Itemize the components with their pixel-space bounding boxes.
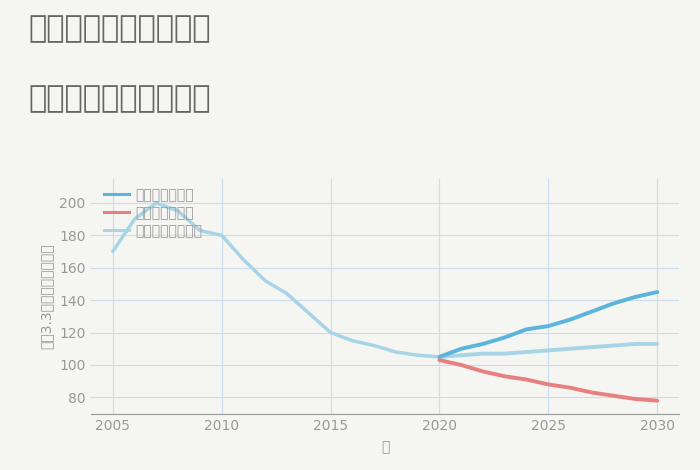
Legend: グッドシナリオ, バッドシナリオ, ノーマルシナリオ: グッドシナリオ, バッドシナリオ, ノーマルシナリオ — [104, 188, 203, 238]
Y-axis label: 平（3.3㎡）単価（万円）: 平（3.3㎡）単価（万円） — [39, 243, 53, 349]
X-axis label: 年: 年 — [381, 440, 389, 454]
Text: 奈良県奈良市学園南の: 奈良県奈良市学園南の — [28, 14, 211, 43]
Text: 中古戸建ての価格推移: 中古戸建ての価格推移 — [28, 85, 211, 114]
